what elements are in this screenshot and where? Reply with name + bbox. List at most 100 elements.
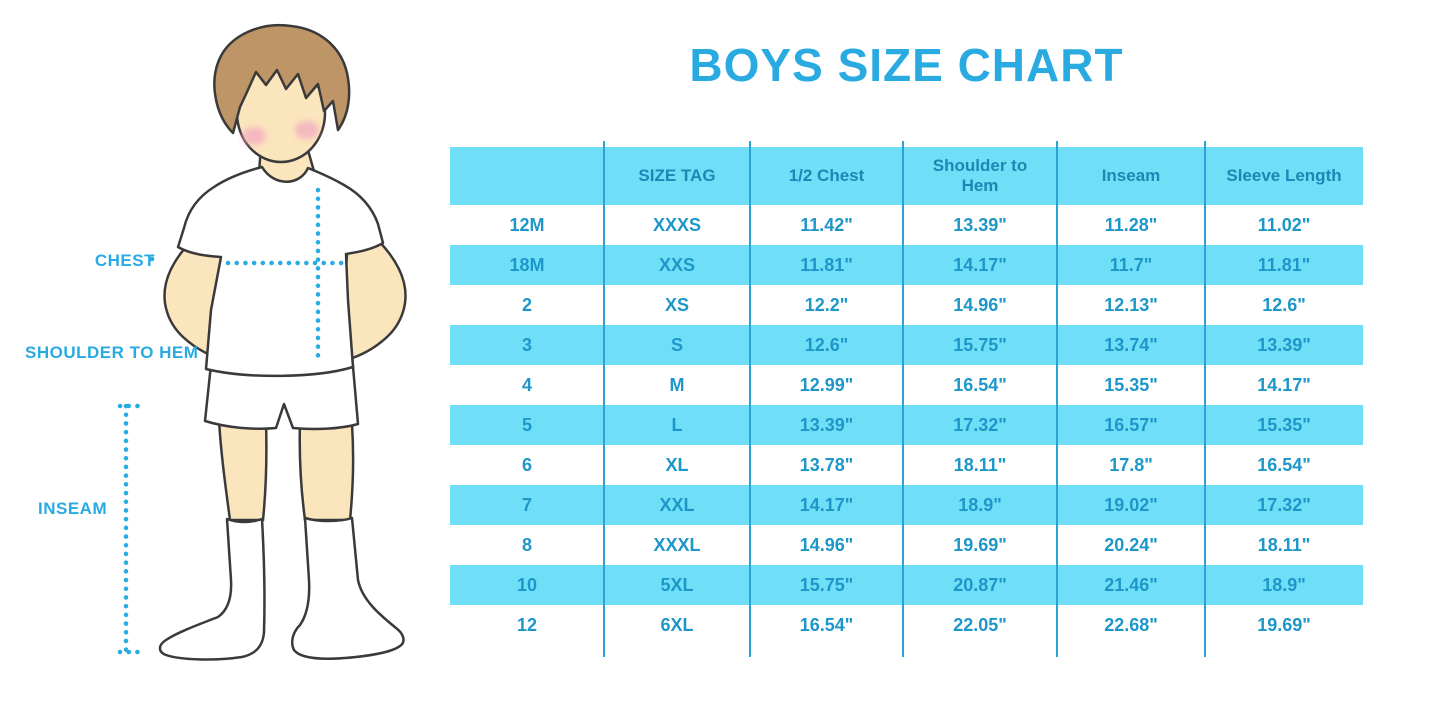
table-row: 3 S 12.6" 15.75" 13.74" 13.39" <box>450 325 1363 365</box>
table-cell: 5 <box>521 414 532 435</box>
table-cell: 17.8" <box>1109 454 1153 475</box>
table-cell: 22.05" <box>953 614 1007 635</box>
table-cell: 12.2" <box>804 294 849 315</box>
table-cell: 21.46" <box>1104 574 1158 595</box>
boy-illustration <box>117 24 407 661</box>
table-row: 12M XXXS 11.42" 13.39" 11.28" 11.02" <box>450 205 1363 245</box>
table-cell: 5XL <box>660 574 694 595</box>
table-cell: 17.32" <box>1257 494 1311 515</box>
table-cell: M <box>669 374 685 395</box>
table-cell: 12.13" <box>1104 294 1158 315</box>
column-header: Inseam <box>1057 147 1205 205</box>
table-cell: 13.39" <box>953 214 1007 235</box>
table-cell: 4 <box>521 374 532 395</box>
table-cell: 6XL <box>660 614 694 635</box>
table-cell: 8 <box>521 534 532 555</box>
boy-right-leg <box>298 420 355 522</box>
table-cell: XXXS <box>652 214 702 235</box>
table-row: 8 XXXL 14.96" 19.69" 20.24" 18.11" <box>450 525 1363 565</box>
table-cell: 13.39" <box>1257 334 1311 355</box>
table-cell: 20.24" <box>1104 534 1158 555</box>
table-cell: L <box>671 414 683 435</box>
table-cell: 6 <box>521 454 532 475</box>
table-cell: 16.57" <box>1104 414 1158 435</box>
chest-label: CHEST <box>94 251 155 270</box>
table-cell: 13.39" <box>799 414 854 435</box>
table-cell: 15.75" <box>953 334 1007 355</box>
table-cell: 17.32" <box>953 414 1007 435</box>
table-cell: 19.02" <box>1104 494 1158 515</box>
boy-blush-right <box>295 121 319 139</box>
column-header: SIZE TAG <box>604 147 750 205</box>
page-title: BOYS SIZE CHART <box>689 39 1124 91</box>
table-cell: 14.96" <box>799 534 854 555</box>
table-cell: 18.9" <box>1262 574 1306 595</box>
table-cell: XS <box>664 294 689 315</box>
table-cell: 2 <box>521 294 532 315</box>
table-cell: XXS <box>658 254 696 275</box>
column-header: Shoulder to Hem <box>903 147 1057 205</box>
boy-left-sock <box>158 517 266 661</box>
size-table-body: 12M XXXS 11.42" 13.39" 11.28" 11.02" 18M XXS 11.… <box>450 205 1363 645</box>
table-cell: 15.75" <box>799 574 854 595</box>
column-header: Sleeve Length <box>1205 147 1363 205</box>
table-row: 4 M 12.99" 16.54" 15.35" 14.17" <box>450 365 1363 405</box>
table-row: 2 XS 12.2" 14.96" 12.13" 12.6" <box>450 285 1363 325</box>
table-row: 7 XXL 14.17" 18.9" 19.02" 17.32" <box>450 485 1363 525</box>
size-table: SIZE TAG 1/2 Chest Shoulder to Hem Inseam Sl… <box>450 147 1363 645</box>
table-cell: 14.17" <box>799 494 854 515</box>
table-cell: 19.69" <box>953 534 1007 555</box>
boy-right-sock <box>291 516 405 660</box>
boy-measurement-figure: CHEST SHOULDER TO HEM INSEAM <box>0 0 450 723</box>
boy-left-leg <box>217 418 268 522</box>
table-cell: 15.35" <box>1104 374 1158 395</box>
table-cell: 12M <box>509 214 545 235</box>
table-cell: 11.28" <box>1104 214 1158 235</box>
column-header: 1/2 Chest <box>750 147 903 205</box>
table-cell: 12.6" <box>804 334 849 355</box>
table-cell: XL <box>665 454 689 475</box>
table-cell: 11.81" <box>800 254 853 275</box>
table-cell: 19.69" <box>1257 614 1311 635</box>
boy-shirt <box>176 165 385 378</box>
table-cell: 16.54" <box>953 374 1007 395</box>
table-cell: 14.17" <box>1257 374 1311 395</box>
table-cell: 14.96" <box>953 294 1007 315</box>
table-cell: 16.54" <box>799 614 854 635</box>
table-cell: 18.9" <box>958 494 1002 515</box>
shoulder-to-hem-label: SHOULDER TO HEM <box>25 343 199 362</box>
table-cell: 18.11" <box>953 454 1007 475</box>
table-cell: 11.02" <box>1257 214 1311 235</box>
table-row: 10 5XL 15.75" 20.87" 21.46" 18.9" <box>450 565 1363 605</box>
table-cell: S <box>670 334 683 355</box>
table-cell: 18.11" <box>1257 534 1311 555</box>
table-cell: 18M <box>509 254 545 275</box>
table-cell: 11.7" <box>1109 254 1153 275</box>
boy-blush-left <box>242 127 266 145</box>
table-row: 6 XL 13.78" 18.11" 17.8" 16.54" <box>450 445 1363 485</box>
table-cell: 11.42" <box>800 214 853 235</box>
table-cell: 3 <box>521 334 532 355</box>
table-cell: 22.68" <box>1104 614 1158 635</box>
table-cell: 20.87" <box>953 574 1007 595</box>
table-row: 12 6XL 16.54" 22.05" 22.68" 19.69" <box>450 605 1363 645</box>
table-row: 5 L 13.39" 17.32" 16.57" 15.35" <box>450 405 1363 445</box>
table-cell: 14.17" <box>953 254 1007 275</box>
table-cell: 12 <box>516 614 538 635</box>
table-cell: 16.54" <box>1257 454 1311 475</box>
table-cell: 10 <box>516 574 538 595</box>
table-cell: XXXL <box>653 534 701 555</box>
table-cell: XXL <box>659 494 695 515</box>
table-cell: 13.78" <box>799 454 854 475</box>
table-cell: 12.6" <box>1262 294 1306 315</box>
inseam-label: INSEAM <box>38 499 108 518</box>
table-cell: 12.99" <box>799 374 854 395</box>
size-table-header-row: SIZE TAG 1/2 Chest Shoulder to Hem Inseam Sl… <box>450 147 1363 205</box>
size-table-container: SIZE TAG 1/2 Chest Shoulder to Hem Inseam Sl… <box>450 141 1363 657</box>
table-cell: 7 <box>521 494 532 515</box>
table-cell: 15.35" <box>1257 414 1311 435</box>
table-row: 18M XXS 11.81" 14.17" 11.7" 11.81" <box>450 245 1363 285</box>
table-cell: 13.74" <box>1104 334 1158 355</box>
boy-hair <box>213 24 351 135</box>
column-header <box>450 147 604 205</box>
